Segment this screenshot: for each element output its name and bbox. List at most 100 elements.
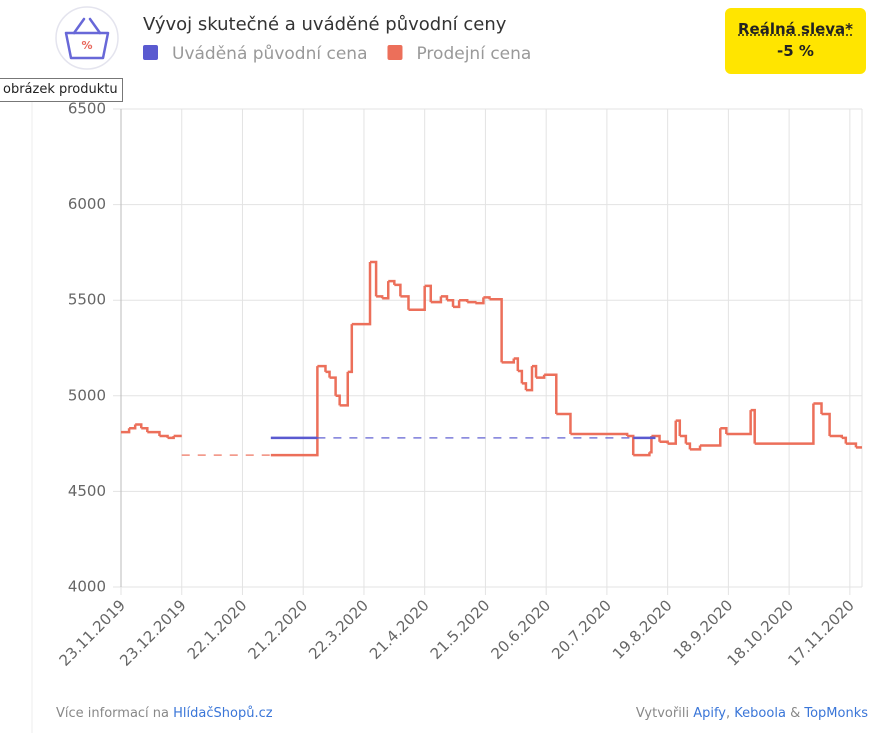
credit-link[interactable]: Apify <box>693 706 727 721</box>
line-step <box>394 283 402 297</box>
line-step <box>675 419 682 436</box>
line-step <box>329 376 337 396</box>
line-step <box>129 424 137 430</box>
line-step <box>453 300 461 309</box>
line-step <box>121 428 131 434</box>
line-step <box>141 427 149 433</box>
line-step <box>685 442 692 450</box>
line-step <box>430 296 443 304</box>
line-step <box>689 445 702 451</box>
line-step <box>651 434 661 442</box>
x-tick-label: 22.1.2020 <box>184 596 251 663</box>
line-step <box>536 374 546 379</box>
x-tick-label: 23.12.2019 <box>116 596 189 669</box>
y-tick-label: 4500 <box>68 482 106 500</box>
y-tick-label: 5500 <box>68 291 106 309</box>
line-step <box>821 412 831 436</box>
line-step <box>750 408 756 444</box>
line-step <box>408 285 426 312</box>
line-step <box>167 435 175 440</box>
y-tick-label: 4000 <box>68 578 106 596</box>
line-step <box>317 364 327 372</box>
credit-link[interactable]: Keboola <box>734 706 786 721</box>
footer-text: Více informací na <box>56 706 170 721</box>
line-step <box>147 430 161 436</box>
line-step <box>845 442 858 448</box>
line-step <box>659 440 669 444</box>
tooltip: obrázek produktu <box>0 78 123 102</box>
credit-separator: & <box>790 706 801 721</box>
line-step <box>667 420 677 445</box>
line-step <box>135 423 143 429</box>
line-step <box>633 452 651 457</box>
line-step <box>159 434 169 438</box>
line-step <box>513 357 520 371</box>
x-tick-label: 20.6.2020 <box>487 596 554 663</box>
footer-credits: Vytvořili Apify, Keboola & TopMonks <box>636 706 868 721</box>
x-tick-label: 20.7.2020 <box>548 596 615 663</box>
series-line <box>121 260 862 457</box>
line-step <box>726 410 752 436</box>
line-step <box>544 373 558 414</box>
line-step <box>649 435 653 454</box>
line-step <box>467 300 477 304</box>
line-step <box>754 403 815 445</box>
line-step <box>400 295 410 310</box>
line-step <box>440 295 449 301</box>
line-step <box>335 394 341 406</box>
legend-label: Uváděná původní cena <box>172 44 367 64</box>
line-step <box>829 434 844 438</box>
svg-text:%: % <box>81 39 92 52</box>
line-step <box>388 279 396 285</box>
line-step <box>720 427 728 435</box>
y-tick-label: 6500 <box>68 100 106 118</box>
footer-link[interactable]: HlídačShopů.cz <box>173 706 273 721</box>
line-step <box>627 434 635 456</box>
credit-separator: , <box>726 706 731 721</box>
chart-title: Vývoj skutečné a uváděné původní ceny <box>143 14 507 35</box>
line-step <box>700 428 722 447</box>
x-tick-label: 21.5.2020 <box>427 596 494 663</box>
x-tick-label: 22.3.2020 <box>305 596 372 663</box>
line-step <box>339 371 350 407</box>
line-step <box>813 402 823 414</box>
x-tick-label: 21.4.2020 <box>366 596 433 663</box>
line-step <box>531 364 538 378</box>
line-step <box>841 436 848 444</box>
x-tick-label: 21.2.2020 <box>245 596 312 663</box>
line-step <box>475 297 485 305</box>
line-step <box>570 432 629 436</box>
y-tick-label: 5000 <box>68 386 106 404</box>
line-step <box>556 412 572 435</box>
line-step <box>424 284 433 303</box>
badge-title[interactable]: Reálná sleva* <box>738 20 853 38</box>
product-icon: % <box>55 6 119 70</box>
line-step <box>351 261 372 326</box>
y-tick-label: 6000 <box>68 195 106 213</box>
footer-info: Více informací na HlídačShopů.cz <box>56 706 273 721</box>
line-step <box>382 281 390 300</box>
line-step <box>525 366 534 392</box>
line-step <box>517 369 524 384</box>
line-step <box>270 366 319 457</box>
badge-value: -5 % <box>777 42 814 60</box>
credit-prefix: Vytvořili <box>635 706 690 721</box>
line-step <box>370 260 378 297</box>
credit-link[interactable]: TopMonks <box>804 706 868 721</box>
legend-swatch <box>143 45 158 60</box>
line-step <box>489 297 503 363</box>
line-step <box>347 324 354 374</box>
discount-badge: Reálná sleva* -5 % <box>725 8 866 74</box>
legend-swatch <box>387 45 403 60</box>
line-step <box>679 434 688 444</box>
legend-label: Prodejní cena <box>416 44 531 64</box>
line-step <box>501 358 516 364</box>
line-step <box>483 296 491 300</box>
line-step <box>521 382 528 391</box>
line-step <box>376 295 384 299</box>
line-step <box>325 370 331 378</box>
line-step <box>446 298 455 307</box>
x-tick-label: 19.8.2020 <box>609 596 676 663</box>
